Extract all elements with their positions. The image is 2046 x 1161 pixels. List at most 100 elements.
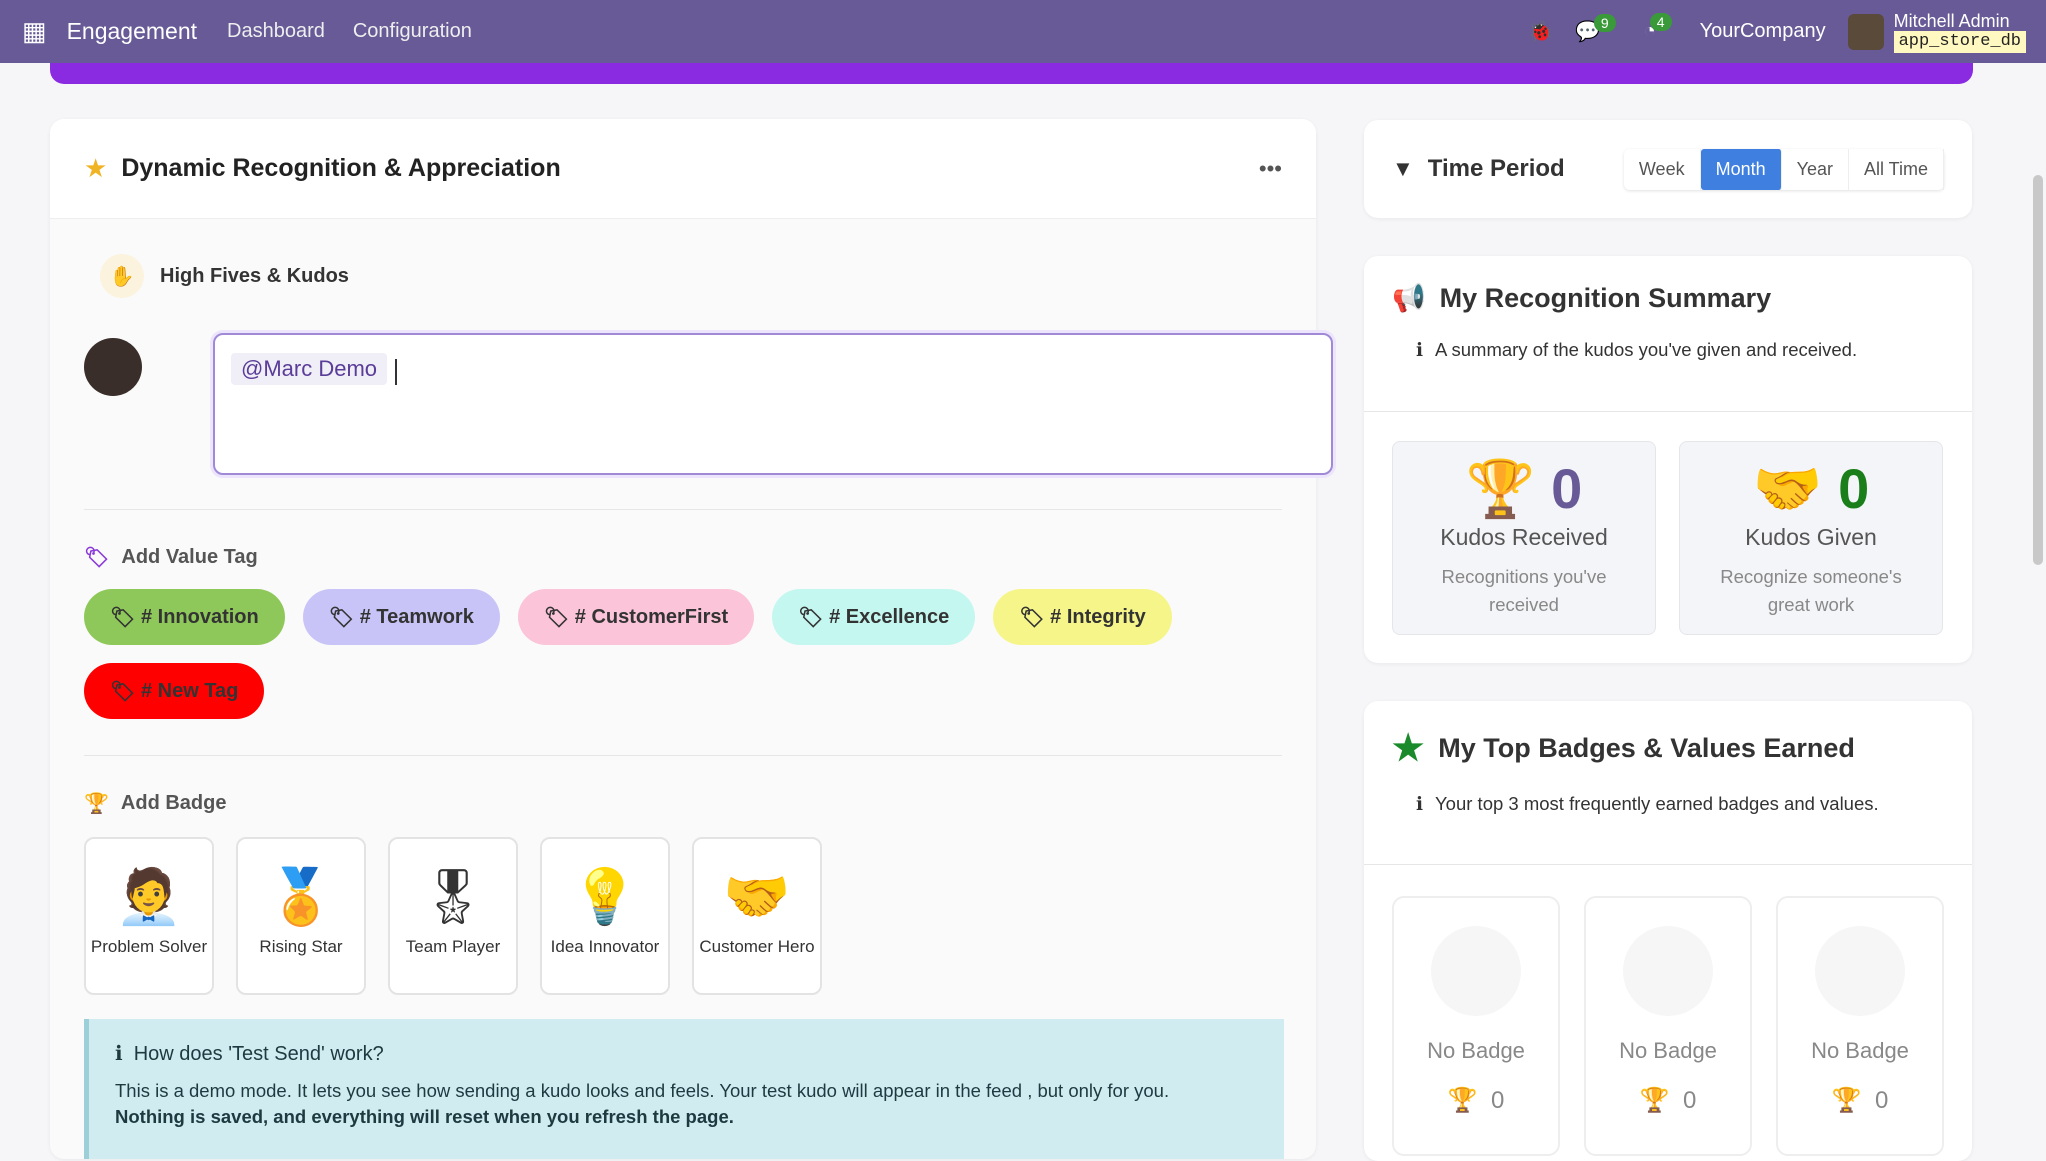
apps-menu-icon[interactable]: ▦ [22,16,47,46]
kudos-received-label: Kudos Received [1440,524,1608,550]
kudos-received-card: 🏆 0 Kudos Received Recognitions you've r… [1392,441,1656,635]
kudos-given-card: 🤝 0 Kudos Given Recognize someone's grea… [1679,441,1943,635]
period-week[interactable]: Week [1624,148,1701,190]
recognition-summary-card: 📢 My Recognition Summary ℹ A summary of th… [1364,256,1972,663]
badge-slot-label: No Badge [1427,1038,1525,1063]
top-badge-slot: No Badge 🏆 0 [1584,896,1752,1156]
tag-icon: 🏷 [110,606,136,629]
debug-bug-icon[interactable]: 🐞 [1528,21,1553,43]
star-icon: ★ [84,153,108,183]
kudos-given-count: 0 [1838,457,1870,520]
summary-subtitle: A summary of the kudos you've given and … [1435,339,1858,360]
badge-slot-label: No Badge [1811,1038,1909,1063]
kudos-given-label: Kudos Given [1745,524,1877,550]
company-switcher[interactable]: YourCompany [1699,20,1826,42]
nav-dashboard[interactable]: Dashboard [227,20,325,42]
info-text: This is a demo mode. It lets you see how… [115,1080,1170,1101]
time-period-selector: Week Month Year All Time [1624,148,1944,190]
summary-title: My Recognition Summary [1439,282,1772,313]
nav-configuration[interactable]: Configuration [352,20,472,42]
badge-name: Customer Hero [699,937,815,956]
badge-label: Add Badge [120,792,227,814]
kudos-message-input[interactable]: @Marc Demo [213,333,1333,475]
badge-name: Team Player [405,937,501,956]
top-navbar: ▦ Engagement Dashboard Configuration 🐞 💬… [0,0,2046,63]
mvp-medal-icon: 🎖 [418,867,488,927]
info-icon: ℹ [115,1043,123,1065]
star-icon: ★ [1392,727,1425,768]
badge-option[interactable]: 🧑‍💼 Problem Solver [84,837,214,995]
recognition-card: ★ Dynamic Recognition & Appreciation •••… [50,119,1333,1159]
top-badges-card: ★ My Top Badges & Values Earned ℹ Your top… [1364,701,1972,1161]
header-banner [50,63,1973,84]
trophy-icon: 🏆 [1465,457,1536,520]
value-tag[interactable]: 🏷 # Integrity [993,589,1172,645]
badge-option[interactable]: 🤝 Customer Hero [692,837,822,995]
info-icon: ℹ [1416,339,1424,360]
rising-star-icon: 🏅 [267,867,335,927]
trophy-icon: 🏆 [1831,1087,1862,1114]
mention-chip: @Marc Demo [231,353,388,385]
tag-icon: 🏷 [543,606,570,629]
database-name: app_store_db [1893,30,2026,53]
customer-hero-icon: 🤝 [723,867,791,927]
badge-option[interactable]: 💡 Idea Innovator [540,837,670,995]
time-period-title: Time Period [1427,155,1565,182]
messages-count: 9 [1593,14,1616,32]
problem-solver-icon: 🧑‍💼 [115,867,183,927]
user-avatar [1847,13,1884,50]
filter-icon: ▼ [1392,156,1414,181]
lightbulb-icon: 💡 [571,867,639,927]
badge-placeholder [1815,926,1905,1016]
app-name[interactable]: Engagement [66,18,198,44]
value-tag[interactable]: 🏷 # Innovation [84,589,285,645]
chat-icon: 💬 [1574,21,1600,43]
tag-icon: 🏷 [84,547,110,569]
value-tag[interactable]: 🏷 # New Tag [84,663,265,719]
badge-name: Idea Innovator [550,937,660,956]
user-name: Mitchell Admin [1893,10,2010,31]
tag-icon: 🏷 [110,680,136,703]
info-title: How does 'Test Send' work? [133,1043,384,1065]
user-menu[interactable]: Mitchell Admin app_store_db [1847,10,2026,53]
tag-icon: 🏷 [798,606,824,629]
current-user-avatar [84,338,142,396]
value-tag[interactable]: 🏷 # Excellence [772,589,976,645]
value-tags: 🏷 # Innovation 🏷 # Teamwork 🏷 # CustomerFi… [84,589,1184,719]
kudos-received-desc: Recognitions you've received [1441,566,1607,615]
period-year[interactable]: Year [1782,148,1849,190]
tag-label: # Excellence [829,605,950,628]
badge-list: 🧑‍💼 Problem Solver 🏅 Rising Star 🎖 Team Playe… [84,837,1282,995]
badge-slot-label: No Badge [1619,1038,1717,1063]
kudos-given-desc: Recognize someone's great work [1720,566,1902,615]
badge-option[interactable]: 🏅 Rising Star [236,837,366,995]
page-scrollbar[interactable] [2033,175,2043,565]
period-all-time[interactable]: All Time [1849,148,1944,190]
top-badges-title: My Top Badges & Values Earned [1438,732,1855,763]
badge-placeholder [1623,926,1713,1016]
activities-count: 4 [1649,13,1672,31]
tag-label: # New Tag [140,679,239,702]
value-tag-label: Add Value Tag [121,546,258,568]
top-badge-slot: No Badge 🏆 0 [1392,896,1560,1156]
hand-icon: ✋ [100,254,144,298]
tag-label: # Innovation [140,605,259,628]
messages-button[interactable]: 💬9 [1574,14,1622,44]
period-month[interactable]: Month [1700,148,1782,190]
activities-button[interactable]: ◔4 [1644,13,1678,43]
test-send-info: ℹ How does 'Test Send' work? This is a d… [84,1019,1284,1159]
time-period-card: ▼ Time Period Week Month Year All Time [1364,120,1972,218]
top-badge-slot: No Badge 🏆 0 [1776,896,1944,1156]
badge-option[interactable]: 🎖 Team Player [388,837,518,995]
tag-icon: 🏷 [1019,606,1045,629]
card-title: Dynamic Recognition & Appreciation [121,154,561,182]
more-options-icon[interactable]: ••• [1258,155,1282,181]
badge-placeholder [1431,926,1521,1016]
trophy-icon: 🏆 [1639,1087,1670,1114]
handshake-icon: 🤝 [1752,457,1823,520]
trophy-icon: 🏆 [84,793,109,815]
value-tag[interactable]: 🏷 # Teamwork [302,589,500,645]
top-badges-subtitle: Your top 3 most frequently earned badges… [1435,793,1879,814]
value-tag[interactable]: 🏷 # CustomerFirst [517,589,755,645]
info-bold: Nothing is saved, and everything will re… [115,1106,734,1127]
